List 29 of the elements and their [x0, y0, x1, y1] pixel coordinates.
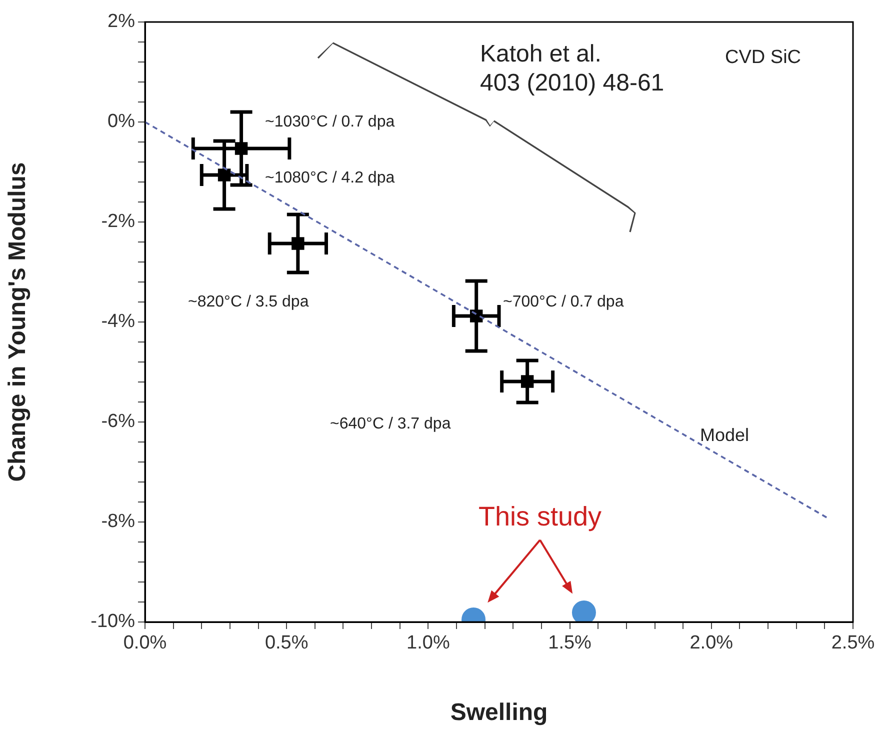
point [470, 310, 483, 322]
x-tick-label: 1.0% [406, 632, 450, 654]
x-tick-label: 2.5% [831, 632, 875, 654]
annotation: Katoh et al. 403 (2010) 48-61 [480, 40, 664, 96]
y-tick-label: -2% [101, 211, 136, 232]
point [292, 237, 304, 250]
annotation: ~640°C / 3.7 dpa [330, 415, 451, 432]
annotation: CVD SiC [725, 47, 802, 68]
x-tick-label: 2.0% [690, 632, 734, 654]
point [520, 375, 534, 388]
annotation: This study [478, 501, 602, 532]
y-tick-label: -4% [101, 311, 136, 332]
x-tick-label: 0.5% [264, 632, 308, 654]
annotation: ~1080°C / 4.2 dpa [265, 169, 395, 186]
y-tick-label: -8% [101, 511, 136, 532]
y-axis-title: Change in Young's Modulus [4, 162, 32, 482]
y-tick-label: -6% [101, 411, 136, 432]
y-tick-label: 0% [108, 111, 136, 132]
x-axis-title: Swelling [450, 699, 548, 726]
point [234, 142, 248, 155]
y-tick-label: 2% [108, 11, 136, 32]
annotation: ~700°C / 0.7 dpa [503, 293, 624, 310]
x-tick-label: 0.0% [123, 632, 167, 654]
annotation: ~820°C / 3.5 dpa [188, 293, 309, 310]
point [218, 168, 231, 182]
annotation: Model [700, 424, 750, 445]
annotation: ~1030°C / 0.7 dpa [265, 113, 395, 130]
x-tick-label: 1.5% [548, 632, 592, 654]
y-tick-label: -10% [90, 611, 136, 632]
